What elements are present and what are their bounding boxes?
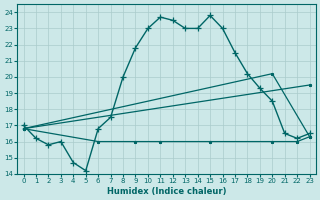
X-axis label: Humidex (Indice chaleur): Humidex (Indice chaleur)	[107, 187, 226, 196]
